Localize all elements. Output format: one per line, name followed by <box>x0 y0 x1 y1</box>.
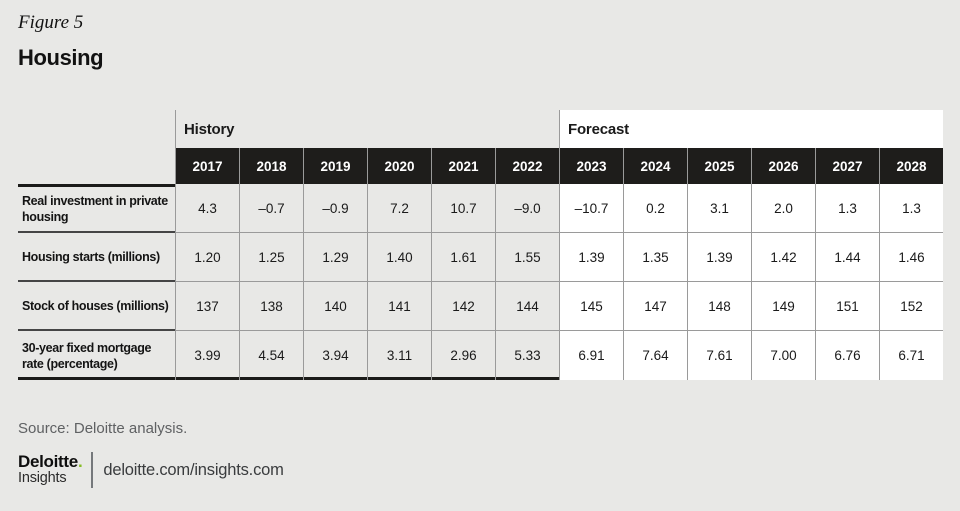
table-cell: 3.1 <box>687 184 751 233</box>
table-cell: 10.7 <box>431 184 495 233</box>
table-cell: 141 <box>367 282 431 331</box>
year-header: 2026 <box>751 148 815 184</box>
year-header: 2025 <box>687 148 751 184</box>
group-header-forecast: Forecast <box>559 110 943 148</box>
figure-number: Figure 5 <box>18 12 84 33</box>
year-header: 2018 <box>239 148 303 184</box>
table-cell: 1.39 <box>559 233 623 282</box>
table-cell: 7.64 <box>623 331 687 380</box>
brand-green-dot: . <box>77 452 83 471</box>
year-header: 2023 <box>559 148 623 184</box>
table-cell: 1.39 <box>687 233 751 282</box>
table-cell: 3.11 <box>367 331 431 380</box>
row-label: Stock of houses (millions) <box>18 282 175 331</box>
row-label: 30-year fixed mortgage rate (percentage) <box>22 340 152 371</box>
row-label: Real investment in private housing <box>18 184 175 233</box>
table-cell: 3.94 <box>303 331 367 380</box>
year-header: 2020 <box>367 148 431 184</box>
table-cell: 151 <box>815 282 879 331</box>
year-header: 2017 <box>175 148 239 184</box>
brand-name: Deloitte. <box>18 452 83 471</box>
source-note: Source: Deloitte analysis. <box>18 420 188 437</box>
table-cell: 1.44 <box>815 233 879 282</box>
table-cell: 144 <box>495 282 559 331</box>
table-cell: 1.42 <box>751 233 815 282</box>
table-cell: –9.0 <box>495 184 559 233</box>
year-header: 2022 <box>495 148 559 184</box>
deloitte-insights-logo: Deloitte. Insights deloitte.com/insights… <box>18 452 284 488</box>
table-cell: 1.55 <box>495 233 559 282</box>
brand-divider <box>91 452 94 488</box>
table-cell: 1.29 <box>303 233 367 282</box>
table-cell: 7.00 <box>751 331 815 380</box>
table-cell: 4.54 <box>239 331 303 380</box>
table-cell: 2.96 <box>431 331 495 380</box>
year-header: 2019 <box>303 148 367 184</box>
table-cell: 1.25 <box>239 233 303 282</box>
table-cell: –0.9 <box>303 184 367 233</box>
table-cell: 1.35 <box>623 233 687 282</box>
table-cell: 5.33 <box>495 331 559 380</box>
table-cell: 147 <box>623 282 687 331</box>
table-cell: 6.76 <box>815 331 879 380</box>
table-cell: 137 <box>175 282 239 331</box>
brand-name-text: Deloitte <box>18 452 78 471</box>
table-cell: 4.3 <box>175 184 239 233</box>
table-cell: 0.2 <box>623 184 687 233</box>
table-cell: 7.2 <box>367 184 431 233</box>
table-cell: 6.91 <box>559 331 623 380</box>
table-cell: 1.40 <box>367 233 431 282</box>
year-header: 2021 <box>431 148 495 184</box>
table-cell: 140 <box>303 282 367 331</box>
table-cell: 6.71 <box>879 331 943 380</box>
year-header-spacer <box>18 148 175 184</box>
table-cell: 1.20 <box>175 233 239 282</box>
table-cell: 1.3 <box>879 184 943 233</box>
table-cell: 142 <box>431 282 495 331</box>
row-label: Housing starts (millions) <box>18 233 175 282</box>
table-cell: 152 <box>879 282 943 331</box>
table-cell: 138 <box>239 282 303 331</box>
brand-tagline: Insights <box>18 470 67 486</box>
group-header-history: History <box>175 110 559 148</box>
table-cell: 1.3 <box>815 184 879 233</box>
table-grid: History Forecast 2017 2018 2019 2020 202… <box>18 110 943 380</box>
brand-url: deloitte.com/insights.com <box>103 460 284 479</box>
table-cell: –0.7 <box>239 184 303 233</box>
table-cell: 148 <box>687 282 751 331</box>
table-cell: 1.46 <box>879 233 943 282</box>
table-cell: 2.0 <box>751 184 815 233</box>
table-cell: 145 <box>559 282 623 331</box>
table-cell: 149 <box>751 282 815 331</box>
table-cell: 1.61 <box>431 233 495 282</box>
year-header: 2027 <box>815 148 879 184</box>
housing-table: History Forecast 2017 2018 2019 2020 202… <box>18 110 943 380</box>
table-cell: 3.99 <box>175 331 239 380</box>
year-header: 2028 <box>879 148 943 184</box>
brand-wordmark: Deloitte. Insights <box>18 452 83 486</box>
table-cell: –10.7 <box>559 184 623 233</box>
group-header-spacer <box>18 110 175 148</box>
year-header: 2024 <box>623 148 687 184</box>
table-cell: 7.61 <box>687 331 751 380</box>
figure-title: Housing <box>18 45 104 70</box>
